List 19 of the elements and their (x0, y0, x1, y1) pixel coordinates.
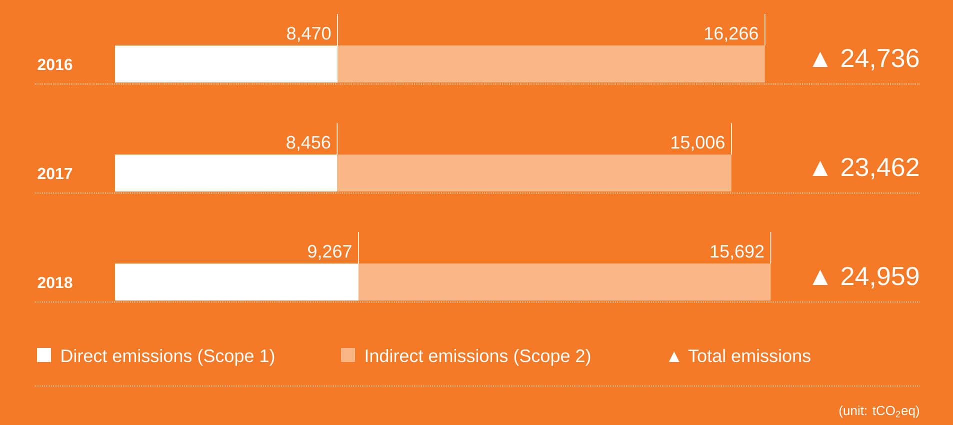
text: ▲ Total emissions (668, 348, 810, 362)
legend-label: Indirect emissions (Scope 2) (366, 348, 590, 366)
data-label: 16,266 (705, 26, 758, 42)
y-tick-label: 2017 (38, 168, 72, 180)
data-label: 8,470 (287, 26, 331, 42)
bar (358, 263, 771, 300)
data-label: 15,692 (710, 244, 764, 260)
y-tick-label: 2016 (38, 58, 72, 70)
data-label: 8,456 (286, 136, 330, 151)
bar (338, 45, 765, 82)
legend-label: Direct emissions (Scope 1) (62, 348, 274, 366)
y-tick-label: 2018 (38, 276, 72, 288)
text: (unit: tCO$_{2}$eq) (839, 406, 919, 418)
data-label: 9,267 (308, 244, 352, 260)
bar (337, 154, 732, 192)
data-label: 15,006 (672, 136, 724, 151)
total-label: ▲ 24,959 (812, 266, 919, 288)
total-label: ▲ 23,462 (812, 158, 918, 180)
total-label: ▲ 24,736 (812, 48, 919, 70)
